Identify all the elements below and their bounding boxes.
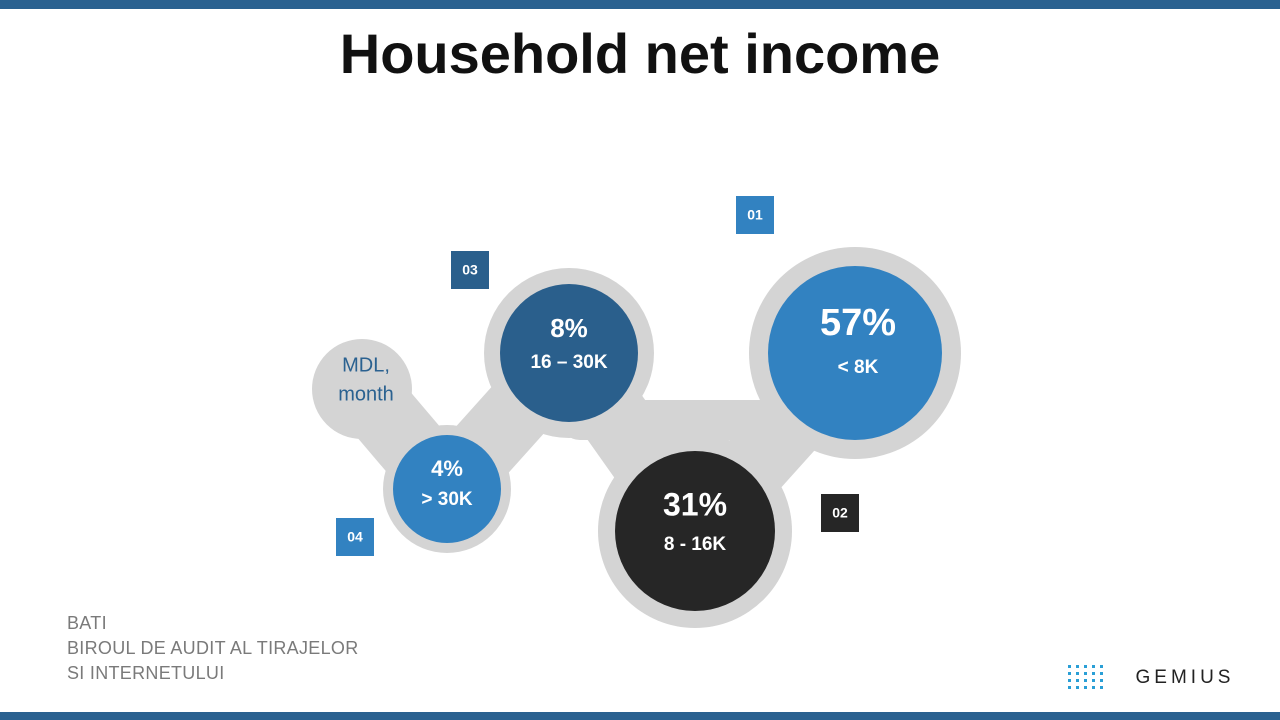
- bubble-range: > 30K: [421, 489, 473, 510]
- bubble: [393, 435, 501, 543]
- bubble-value: 4%: [431, 456, 463, 481]
- logo-text: GEMIUS: [1136, 667, 1235, 688]
- bubble-number: 02: [832, 505, 848, 521]
- number-box: [736, 196, 774, 234]
- bubble-range: 16 – 30K: [530, 352, 607, 373]
- bubble: [768, 266, 942, 440]
- bubble-number: 03: [462, 262, 478, 278]
- source-line: BIROUL DE AUDIT AL TIRAJELOR: [67, 638, 359, 658]
- source-line: BATI: [67, 613, 107, 633]
- bubble-number: 04: [347, 529, 363, 545]
- bubble-number: 01: [747, 207, 763, 223]
- bottom-bar: [0, 712, 1280, 720]
- number-box: [451, 251, 489, 289]
- number-box: [336, 518, 374, 556]
- unit-label: month: [338, 383, 394, 405]
- bubble-value: 57%: [820, 302, 896, 344]
- bubble-range: 8 - 16K: [664, 534, 727, 555]
- number-box: [821, 494, 859, 532]
- bubble-range: < 8K: [838, 357, 879, 378]
- source-line: SI INTERNETULUI: [67, 663, 225, 683]
- title: Household net income: [340, 22, 941, 85]
- logo-icon: [1068, 665, 1103, 689]
- bubble: [615, 451, 775, 611]
- bubble: [500, 284, 638, 422]
- top-bar: [0, 0, 1280, 9]
- bubble-value: 31%: [663, 486, 727, 522]
- bubble-value: 8%: [550, 313, 588, 343]
- unit-label: MDL,: [342, 354, 390, 376]
